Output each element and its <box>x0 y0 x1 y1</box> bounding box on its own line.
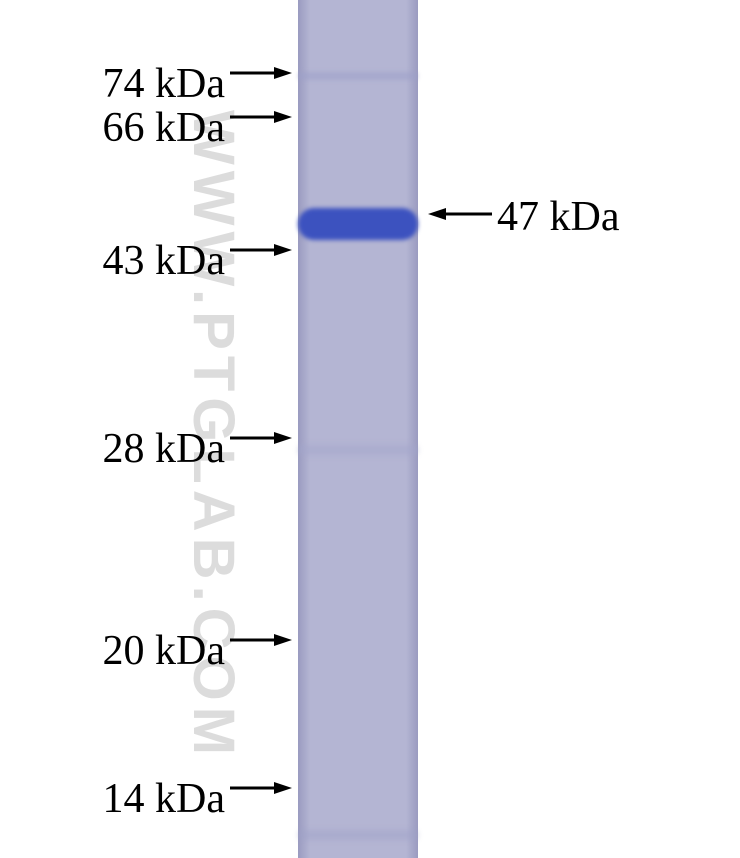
marker-label: 74 kDa <box>0 63 225 105</box>
gel-band <box>298 72 418 80</box>
gel-figure: WWW.PTGLAB.COM74 kDa66 kDa43 kDa28 kDa20… <box>0 0 740 858</box>
marker-arrow <box>230 244 292 256</box>
marker-arrow <box>230 432 292 444</box>
marker-label: 28 kDa <box>0 428 225 470</box>
marker-label: 43 kDa <box>0 240 225 282</box>
gel-band <box>298 208 418 240</box>
marker-arrow <box>230 634 292 646</box>
marker-arrow <box>230 111 292 123</box>
sample-arrow <box>428 208 492 220</box>
marker-arrow <box>230 782 292 794</box>
sample-band-label: 47 kDa <box>497 196 619 238</box>
marker-arrow <box>230 67 292 79</box>
marker-label: 66 kDa <box>0 107 225 149</box>
gel-band <box>298 445 418 455</box>
marker-label: 14 kDa <box>0 778 225 820</box>
marker-label: 20 kDa <box>0 630 225 672</box>
gel-lane <box>298 0 418 858</box>
gel-band <box>298 830 418 840</box>
